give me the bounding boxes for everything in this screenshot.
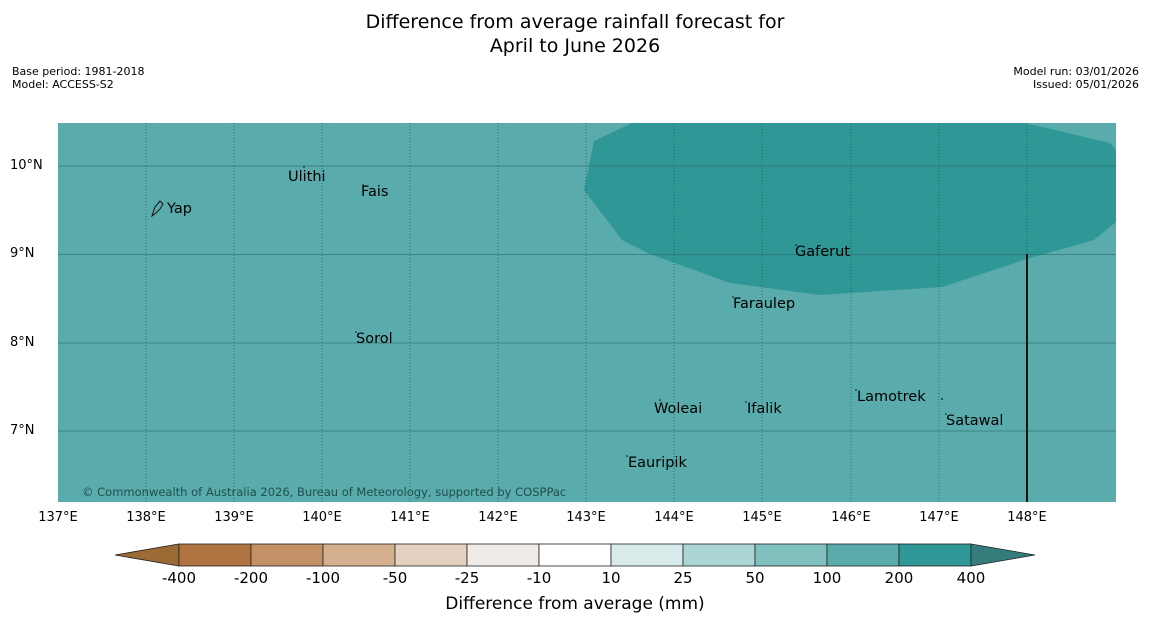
colorbar-label-10: 10 [601,569,621,587]
place-label-satawal: Satawal [946,413,1003,429]
place-label-sorol: Sorol [356,331,393,347]
meta-right: Model run: 03/01/2026 Issued: 05/01/2026 [1013,65,1139,91]
colorbar-label-neg25: -25 [454,569,480,587]
place-label-eauripik: Eauripik [628,455,687,471]
lat-label-8n: 8°N [10,335,35,350]
lon-label-142e: 142°E [478,510,518,525]
colorbar-label-neg200: -200 [233,569,269,587]
colorbar-label-neg10: -10 [526,569,552,587]
colorbar-bin-6 [538,543,612,567]
lon-label-147e: 147°E [919,510,959,525]
lon-label-145e: 145°E [742,510,782,525]
lat-label-9n: 9°N [10,246,35,261]
place-label-lamotrek: Lamotrek [857,389,926,405]
colorbar-label-200: 200 [884,569,914,587]
title-line-1: Difference from average rainfall forecas… [365,11,785,33]
colorbar-label-400: 400 [956,569,986,587]
chart-title: Difference from average rainfall forecas… [0,10,1150,58]
colorbar-bin-4 [394,543,468,567]
lat-label-10n: 10°N [10,158,43,173]
colorbar-bin-2 [250,543,324,567]
meta-left: Base period: 1981-2018 Model: ACCESS-S2 [12,65,144,91]
lon-label-140e: 140°E [302,510,342,525]
colorbar-right-arrow [970,543,1036,567]
island-dots [303,166,947,457]
place-label-woleai: Woleai [654,401,702,417]
model-text: Model: ACCESS-S2 [12,78,114,91]
yap-island-outline [151,200,164,218]
lon-label-139e: 139°E [214,510,254,525]
colorbar [114,543,1036,567]
place-label-ulithi: Ulithi [288,169,326,185]
place-label-ifalik: Ifalik [747,401,782,417]
colorbar-bin-1 [178,543,252,567]
colorbar-bin-3 [322,543,396,567]
place-label-gaferut: Gaferut [795,244,850,260]
colorbar-bin-8 [682,543,756,567]
colorbar-bin-11 [898,543,972,567]
lon-label-138e: 138°E [126,510,166,525]
place-label-faraulep: Faraulep [733,296,795,312]
colorbar-bin-7 [610,543,684,567]
lon-label-144e: 144°E [654,510,694,525]
colorbar-left-arrow [114,543,180,567]
lon-label-141e: 141°E [390,510,430,525]
colorbar-title: Difference from average (mm) [445,594,705,614]
base-period-text: Base period: 1981-2018 [12,65,145,78]
lon-label-148e: 148°E [1007,510,1047,525]
colorbar-label-100: 100 [812,569,842,587]
colorbar-label-neg400: -400 [161,569,197,587]
place-label-fais: Fais [361,184,388,200]
model-run-text: Model run: 03/01/2026 [1013,65,1139,78]
colorbar-bin-10 [826,543,900,567]
lat-label-7n: 7°N [10,423,35,438]
colorbar-label-50: 50 [745,569,765,587]
issued-text: Issued: 05/01/2026 [1032,78,1139,91]
place-label-yap: Yap [166,201,192,217]
lon-label-137e: 137°E [38,510,78,525]
colorbar-label-25: 25 [673,569,693,587]
colorbar-label-neg100: -100 [305,569,341,587]
colorbar-label-neg50: -50 [382,569,408,587]
colorbar-bin-5 [466,543,540,567]
lon-label-143e: 143°E [566,510,606,525]
colorbar-bin-9 [754,543,828,567]
copyright-text: © Commonwealth of Australia 2026, Bureau… [82,485,566,499]
lon-label-146e: 146°E [831,510,871,525]
title-line-2: April to June 2026 [489,35,661,57]
